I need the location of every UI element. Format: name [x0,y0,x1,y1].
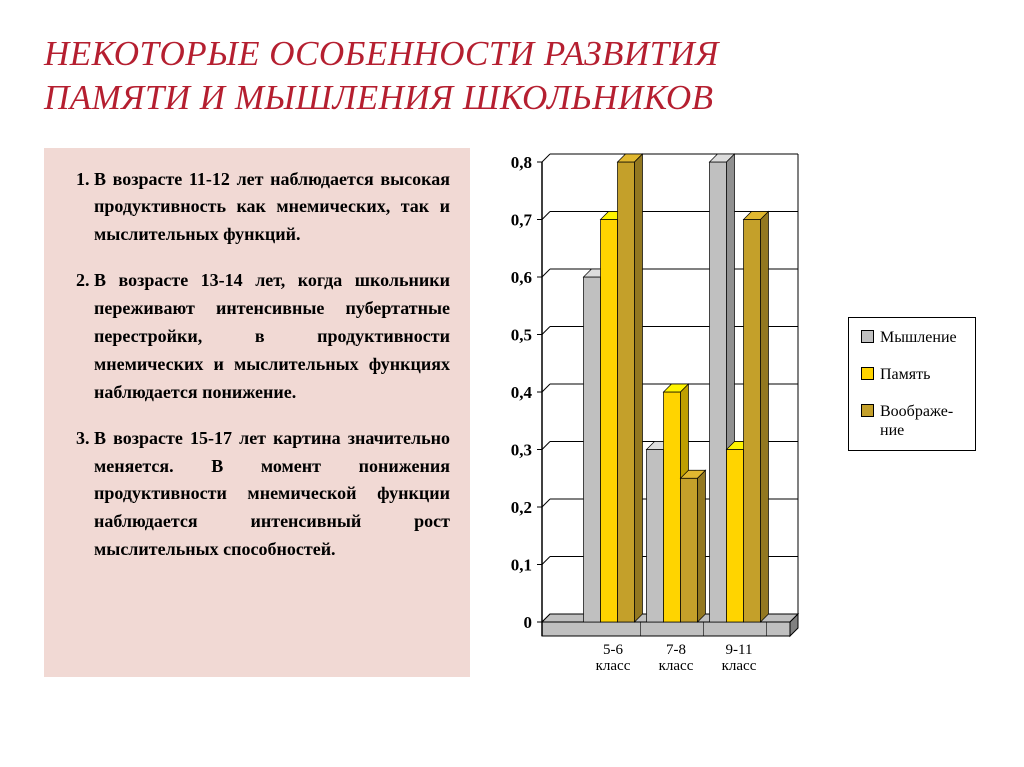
legend-swatch [861,330,874,343]
svg-text:0: 0 [524,613,533,632]
bar-chart: 00,10,20,30,40,50,60,70,85-6класс7-8клас… [490,152,840,677]
slide-title: НЕКОТОРЫЕ ОСОБЕННОСТИ РАЗВИТИЯ ПАМЯТИ И … [44,32,980,120]
svg-text:0,4: 0,4 [511,383,533,402]
legend-item: Мышление [861,328,963,347]
bullet-item: В возрасте 13-14 лет, когда школьники пе… [94,267,450,406]
svg-text:0,5: 0,5 [511,325,532,344]
legend-swatch [861,404,874,417]
chart-legend: Мышление Память Воображе- ние [848,317,976,452]
svg-text:0,7: 0,7 [511,210,533,229]
legend-item: Память [861,365,963,384]
svg-text:0,1: 0,1 [511,555,532,574]
svg-text:7-8: 7-8 [666,642,686,658]
svg-text:5-6: 5-6 [603,642,623,658]
svg-text:0,8: 0,8 [511,153,532,172]
svg-text:класс: класс [659,658,694,672]
content-row: В возрасте 11-12 лет наблюдается высокая… [44,148,980,677]
svg-text:класс: класс [596,658,631,672]
bullet-item: В возрасте 15-17 лет картина значительно… [94,425,450,564]
legend-label: Мышление [880,328,957,347]
bullet-list: В возрасте 11-12 лет наблюдается высокая… [72,166,450,565]
svg-text:класс: класс [722,658,757,672]
legend-item: Воображе- ние [861,402,963,440]
bullet-item: В возрасте 11-12 лет наблюдается высокая… [94,166,450,250]
svg-text:9-11: 9-11 [726,642,753,658]
svg-text:0,2: 0,2 [511,498,532,517]
legend-label: Память [880,365,930,384]
svg-text:0,6: 0,6 [511,268,532,287]
legend-swatch [861,367,874,380]
svg-text:0,3: 0,3 [511,440,532,459]
legend-label: Воображе- ние [880,402,953,440]
text-panel: В возрасте 11-12 лет наблюдается высокая… [44,148,470,677]
chart-panel: 00,10,20,30,40,50,60,70,85-6класс7-8клас… [490,148,980,677]
